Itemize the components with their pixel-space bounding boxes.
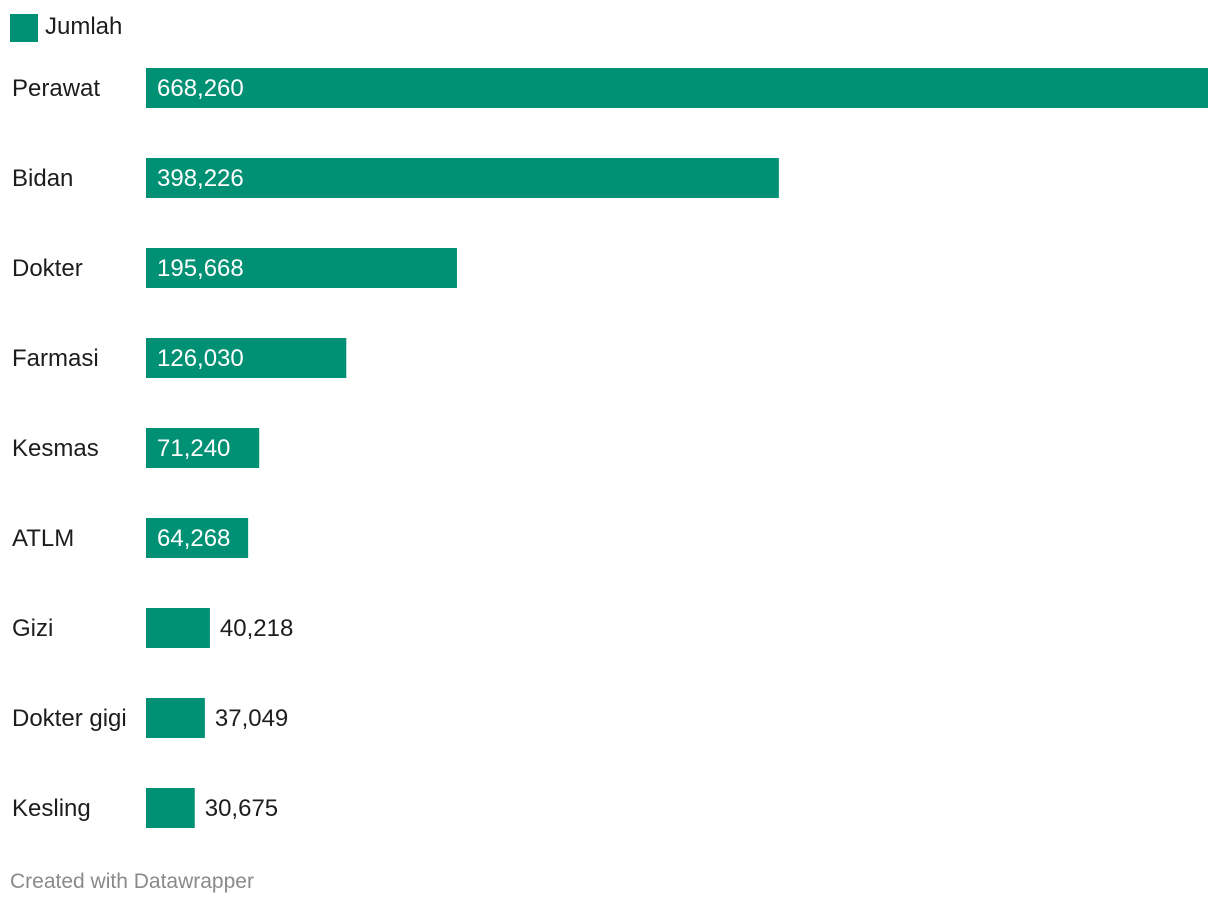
category-label: Kesmas: [12, 435, 99, 462]
category-label: Perawat: [12, 75, 100, 102]
data-label: 64,268: [157, 525, 230, 552]
bar-row: Dokter 195,668: [12, 248, 457, 288]
bars: Perawat 668,260 Bidan 398,226 Dokter 195,668 F…: [12, 68, 1208, 828]
data-label: 668,260: [157, 75, 244, 102]
bar: [146, 338, 347, 378]
bar: [146, 248, 457, 288]
bar: [146, 788, 195, 828]
legend-label: Jumlah: [45, 13, 122, 40]
bar-row: ATLM 64,268: [12, 518, 249, 558]
data-label: 37,049: [215, 705, 288, 732]
bar-row: Perawat 668,260: [12, 68, 1208, 108]
bar-row: Kesmas 71,240: [12, 428, 260, 468]
category-label: ATLM: [12, 525, 74, 552]
bar: [146, 698, 205, 738]
bar-row: Farmasi 126,030: [12, 338, 347, 378]
legend: Jumlah: [10, 13, 122, 42]
category-label: Dokter: [12, 255, 83, 282]
footer: Created with Datawrapper: [10, 870, 254, 893]
legend-swatch: [10, 14, 38, 42]
data-label: 30,675: [205, 795, 278, 822]
data-label: 40,218: [220, 615, 293, 642]
data-label: 71,240: [157, 435, 230, 462]
bar: [146, 68, 1208, 108]
bar: [146, 158, 779, 198]
data-label: 126,030: [157, 345, 244, 372]
category-label: Kesling: [12, 795, 91, 822]
category-label: Bidan: [12, 165, 73, 192]
footer-credit: Created with Datawrapper: [10, 870, 254, 893]
category-label: Dokter gigi: [12, 705, 127, 732]
bar: [146, 608, 210, 648]
data-label: 195,668: [157, 255, 244, 282]
bar-row: Kesling 30,675: [12, 788, 278, 828]
data-label: 398,226: [157, 165, 244, 192]
bar-row: Bidan 398,226: [12, 158, 779, 198]
category-label: Gizi: [12, 615, 53, 642]
category-label: Farmasi: [12, 345, 99, 372]
bar-row: Dokter gigi 37,049: [12, 698, 288, 738]
bar-row: Gizi 40,218: [12, 608, 293, 648]
bar: [146, 518, 249, 558]
bar: [146, 428, 260, 468]
